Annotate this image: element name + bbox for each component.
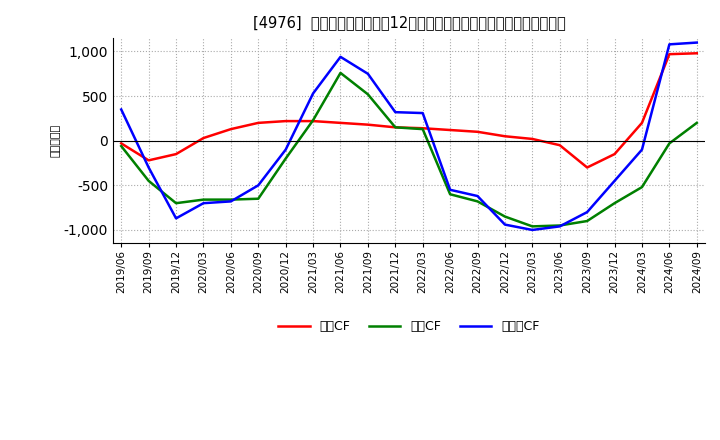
フリーCF <box>227 199 235 204</box>
Line: 投資CF: 投資CF <box>121 73 697 227</box>
フリーCF <box>500 222 509 227</box>
営業CF <box>144 158 153 163</box>
投資CF <box>364 92 372 97</box>
投資CF <box>117 143 125 149</box>
フリーCF <box>528 227 536 233</box>
フリーCF <box>199 201 208 206</box>
営業CF <box>336 120 345 125</box>
投資CF <box>500 214 509 219</box>
フリーCF <box>172 216 181 221</box>
投資CF <box>391 125 400 130</box>
フリーCF <box>638 147 647 152</box>
投資CF <box>144 178 153 183</box>
投資CF <box>254 196 263 202</box>
投資CF <box>611 201 619 206</box>
投資CF <box>473 199 482 204</box>
フリーCF <box>391 110 400 115</box>
投資CF <box>638 184 647 190</box>
Line: 営業CF: 営業CF <box>121 53 697 168</box>
フリーCF <box>665 42 674 47</box>
投資CF <box>282 156 290 161</box>
Legend: 営業CF, 投資CF, フリーCF: 営業CF, 投資CF, フリーCF <box>274 315 545 338</box>
投資CF <box>309 117 318 123</box>
フリーCF <box>582 209 591 215</box>
投資CF <box>665 141 674 146</box>
営業CF <box>254 120 263 125</box>
営業CF <box>418 125 427 131</box>
Y-axis label: （百万円）: （百万円） <box>51 124 61 157</box>
フリーCF <box>364 71 372 77</box>
投資CF <box>336 70 345 76</box>
Title: [4976]  キャッシュフローの12か月移動合計の対前年同期増減額の推移: [4976] キャッシュフローの12か月移動合計の対前年同期増減額の推移 <box>253 15 565 30</box>
営業CF <box>500 134 509 139</box>
フリーCF <box>309 91 318 96</box>
投資CF <box>693 120 701 125</box>
営業CF <box>582 165 591 170</box>
フリーCF <box>144 165 153 170</box>
投資CF <box>528 224 536 229</box>
投資CF <box>199 197 208 202</box>
営業CF <box>117 141 125 146</box>
フリーCF <box>282 147 290 152</box>
営業CF <box>172 151 181 157</box>
フリーCF <box>336 54 345 59</box>
投資CF <box>418 126 427 132</box>
営業CF <box>282 118 290 124</box>
営業CF <box>555 143 564 148</box>
フリーCF <box>611 178 619 183</box>
営業CF <box>364 122 372 127</box>
フリーCF <box>117 107 125 112</box>
投資CF <box>172 201 181 206</box>
フリーCF <box>418 110 427 116</box>
投資CF <box>582 218 591 224</box>
営業CF <box>638 120 647 125</box>
営業CF <box>227 126 235 132</box>
営業CF <box>665 51 674 57</box>
投資CF <box>446 191 454 197</box>
営業CF <box>391 125 400 130</box>
フリーCF <box>446 187 454 192</box>
フリーCF <box>693 40 701 45</box>
Line: フリーCF: フリーCF <box>121 43 697 230</box>
フリーCF <box>555 224 564 229</box>
フリーCF <box>254 183 263 188</box>
投資CF <box>555 223 564 228</box>
フリーCF <box>473 194 482 199</box>
営業CF <box>309 118 318 124</box>
投資CF <box>227 197 235 202</box>
営業CF <box>199 136 208 141</box>
営業CF <box>611 151 619 157</box>
営業CF <box>473 129 482 135</box>
営業CF <box>693 51 701 56</box>
営業CF <box>446 127 454 132</box>
営業CF <box>528 136 536 142</box>
